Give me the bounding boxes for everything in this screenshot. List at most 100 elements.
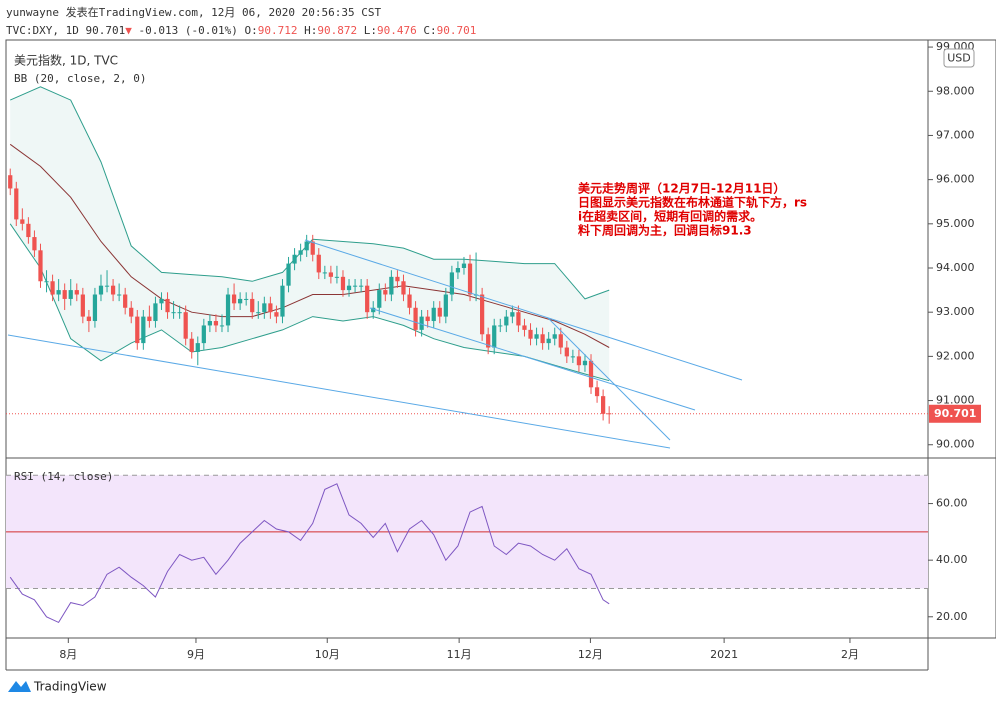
candle-body <box>38 250 43 282</box>
candle-body <box>238 298 243 304</box>
candle-body <box>98 285 104 295</box>
x-tick-label: 10月 <box>315 648 340 661</box>
rsi-line <box>9 483 610 624</box>
change: -0.013 <box>138 24 178 37</box>
candle-body <box>153 303 158 322</box>
candle-body <box>480 294 485 335</box>
frame <box>5 39 996 639</box>
candle-body <box>280 285 285 317</box>
candle-body <box>455 268 461 273</box>
series-name: 美元指数, 1D, TVC <box>14 53 118 68</box>
h-value: 90.872 <box>317 24 357 37</box>
h-label: H: <box>304 24 317 37</box>
candle-body <box>576 356 582 366</box>
annotation: 美元走势周评（12月7日-12月11日） <box>578 181 785 196</box>
candle-body <box>195 343 200 352</box>
candle-body <box>322 272 327 274</box>
candle-body <box>86 316 92 322</box>
candle-body <box>316 254 321 273</box>
candle-body <box>129 307 134 317</box>
candle-body <box>104 285 110 287</box>
candle-body <box>486 334 491 348</box>
currency-box[interactable] <box>943 48 975 68</box>
candle-body <box>62 290 67 299</box>
x-tick-label: 11月 <box>447 648 472 661</box>
band-lower <box>9 223 610 382</box>
symbol: TVC:DXY, 1D <box>6 24 79 37</box>
candle-body <box>256 312 261 314</box>
candle-body <box>401 281 406 295</box>
candle-body <box>231 294 237 304</box>
c-label: C: <box>423 24 436 37</box>
band-middle <box>9 143 610 348</box>
y-tick-label: 40.00 <box>936 553 968 566</box>
candle-body <box>407 294 412 308</box>
candle-body <box>449 272 454 295</box>
currency[interactable]: USD <box>947 52 971 65</box>
l-value: 90.476 <box>377 24 417 37</box>
arrow: ▼ <box>125 24 132 37</box>
candle-body <box>165 298 170 313</box>
y-tick-label: 20.00 <box>936 610 968 623</box>
candle-body <box>365 285 370 313</box>
candle-body <box>207 321 212 326</box>
candle-body <box>189 338 194 352</box>
candle-body <box>183 312 188 339</box>
candle-body <box>558 334 563 348</box>
candle-body <box>516 312 521 326</box>
candle-body <box>56 290 61 295</box>
candle-body <box>328 272 333 277</box>
change-pct: (-0.01%) <box>185 24 238 37</box>
y-tick-label: 93.000 <box>936 305 975 318</box>
y-tick-label: 60.00 <box>936 497 968 510</box>
candle-body <box>340 276 346 291</box>
indicator-name: BB (20, close, 2, 0) <box>14 72 146 85</box>
candle-body <box>310 241 315 255</box>
x-tick-label: 12月 <box>578 648 603 661</box>
candle-body <box>371 307 376 313</box>
last-price-label: 90.701 <box>934 407 976 420</box>
author-line: yunwayne 发表在TradingView.com, 12月 06, 202… <box>6 5 382 19</box>
o-value: 90.712 <box>258 24 298 37</box>
candle-body <box>510 312 515 317</box>
candle-body <box>413 307 418 330</box>
candle-body <box>582 360 588 366</box>
candle-body <box>461 263 467 268</box>
candle-body <box>8 175 13 189</box>
candle-body <box>395 276 400 282</box>
y-tick-label: 92.000 <box>936 349 975 362</box>
candle-body <box>419 316 424 330</box>
c-value: 90.701 <box>437 24 477 37</box>
candle-body <box>92 294 98 322</box>
candle-body <box>346 285 352 291</box>
candle-body <box>359 285 364 287</box>
y-tick-label: 98.000 <box>936 84 975 97</box>
candle-body <box>274 312 279 317</box>
candle-body <box>141 316 146 344</box>
logo-icon <box>8 681 31 692</box>
l-label: L: <box>364 24 377 37</box>
candle-body <box>467 263 473 295</box>
candle-body <box>352 285 358 287</box>
candle-body <box>286 263 291 286</box>
candle-body <box>117 294 122 296</box>
candle-body <box>594 387 600 397</box>
trend-lines <box>7 239 743 449</box>
candle-body <box>44 281 49 283</box>
candle-body <box>334 276 340 278</box>
o-label: O: <box>244 24 257 37</box>
candle-body <box>546 338 551 344</box>
candle-body <box>570 356 575 358</box>
trend-line <box>369 307 696 411</box>
candle-body <box>377 290 382 308</box>
candle-body <box>601 396 606 414</box>
candle-body <box>522 325 527 330</box>
candle-body <box>437 307 442 317</box>
candle-body <box>504 316 509 326</box>
x-tick-label: 2月 <box>841 648 859 661</box>
candle-body <box>110 285 116 295</box>
candle-body <box>540 334 545 344</box>
candle-body <box>80 294 85 317</box>
candle-body <box>552 334 557 339</box>
